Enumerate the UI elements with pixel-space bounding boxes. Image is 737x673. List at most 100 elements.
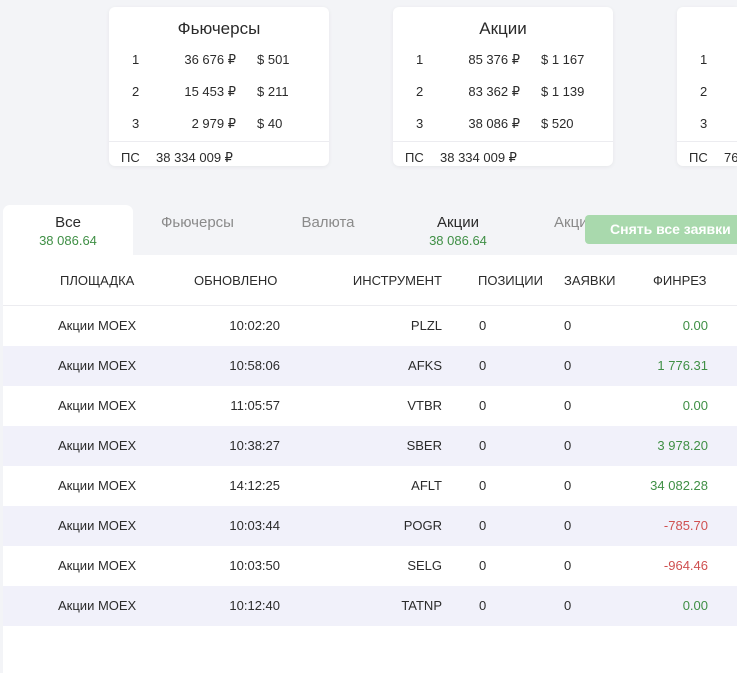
tab-sum: 38 086.64 bbox=[429, 233, 487, 248]
cell-pnl: 34 082.28 bbox=[650, 478, 708, 493]
tab-all[interactable]: Все 38 086.64 bbox=[3, 205, 133, 255]
card-usd-value: $ 501 bbox=[257, 52, 290, 67]
card-row: 2 bbox=[677, 76, 737, 108]
cell-positions: 0 bbox=[479, 318, 487, 333]
card-rub-value: 15 453 ₽ bbox=[184, 84, 236, 99]
cell-venue: Акции MOEX bbox=[58, 398, 137, 413]
cell-positions: 0 bbox=[479, 358, 487, 373]
card-rank: 1 bbox=[132, 52, 140, 67]
card-row: 1 36 676 ₽ $ 501 bbox=[109, 44, 329, 76]
cell-orders: 0 bbox=[564, 358, 572, 373]
cell-orders: 0 bbox=[564, 558, 572, 573]
cell-pnl: -785.70 bbox=[663, 518, 708, 533]
table-row[interactable]: Акции MOEX 14:12:25 AFLT 0 0 34 082.28 bbox=[3, 466, 737, 506]
header-instrument[interactable]: ИНСТРУМЕНТ bbox=[352, 273, 442, 288]
cell-instrument: SELG bbox=[407, 558, 442, 573]
cell-instrument: VTBR bbox=[407, 398, 442, 413]
cell-pnl: 0.00 bbox=[682, 598, 708, 613]
card-rank: 2 bbox=[132, 84, 140, 99]
cell-pnl: 0.00 bbox=[682, 398, 708, 413]
cell-instrument: TATNP bbox=[401, 598, 442, 613]
card-footer: ПС 76 bbox=[677, 141, 737, 166]
header-pnl[interactable]: ФИНРЕЗ bbox=[653, 273, 707, 288]
card-title: Фьючерсы bbox=[177, 19, 261, 38]
card-rank: 1 bbox=[700, 52, 708, 67]
tab-sum: 38 086.64 bbox=[39, 233, 97, 248]
cell-positions: 0 bbox=[479, 598, 487, 613]
tab-futures[interactable]: Фьючерсы bbox=[135, 205, 260, 255]
cell-venue: Акции MOEX bbox=[58, 558, 137, 573]
cell-pnl: 1 776.31 bbox=[657, 358, 708, 373]
table-header: ПЛОЩАДКА ОБНОВЛЕНО ИНСТРУМЕНТ ПОЗИЦИИ ЗА… bbox=[3, 255, 737, 306]
card-footer-label: ПС bbox=[121, 150, 140, 165]
cell-orders: 0 bbox=[564, 438, 572, 453]
card-rub-value: 85 376 ₽ bbox=[468, 52, 520, 67]
card-row: 3 38 086 ₽ $ 520 bbox=[393, 108, 613, 140]
header-positions[interactable]: ПОЗИЦИИ bbox=[478, 273, 543, 288]
card-footer-value: 38 334 009 ₽ bbox=[440, 150, 517, 165]
card-rank: 2 bbox=[416, 84, 424, 99]
table-row[interactable]: Акции MOEX 10:02:20 PLZL 0 0 0.00 bbox=[3, 306, 737, 346]
cell-updated: 10:58:06 bbox=[229, 358, 280, 373]
cell-updated: 10:02:20 bbox=[229, 318, 280, 333]
card-rub-value: 38 086 ₽ bbox=[468, 116, 520, 131]
cell-positions: 0 bbox=[479, 438, 487, 453]
card-row: 1 bbox=[677, 44, 737, 76]
card-usd-value: $ 1 139 bbox=[541, 84, 585, 99]
card-usd-value: $ 211 bbox=[257, 84, 289, 99]
cell-instrument: POGR bbox=[403, 518, 442, 533]
cell-positions: 0 bbox=[479, 478, 487, 493]
cell-updated: 10:38:27 bbox=[229, 438, 280, 453]
cell-pnl: 3 978.20 bbox=[657, 438, 708, 453]
card-rank: 3 bbox=[700, 116, 708, 131]
header-orders[interactable]: ЗАЯВКИ bbox=[564, 273, 616, 288]
cancel-all-orders-button[interactable]: Снять все заявки bbox=[585, 215, 737, 244]
cell-instrument: AFLT bbox=[411, 478, 442, 493]
tab-currency[interactable]: Валюта bbox=[268, 205, 388, 255]
table-row[interactable]: Акции MOEX 10:03:50 SELG 0 0 -964.46 bbox=[3, 546, 737, 586]
card-row: 3 bbox=[677, 108, 737, 140]
cell-updated: 11:05:57 bbox=[230, 398, 280, 413]
cell-positions: 0 bbox=[479, 398, 487, 413]
cell-orders: 0 bbox=[564, 518, 572, 533]
cell-venue: Акции MOEX bbox=[58, 438, 137, 453]
card-usd-value: $ 1 167 bbox=[541, 52, 585, 67]
card-title: Акции bbox=[479, 19, 527, 38]
card-row: 2 15 453 ₽ $ 211 bbox=[109, 76, 329, 108]
card-usd-value: $ 520 bbox=[541, 116, 574, 131]
cell-updated: 10:03:44 bbox=[229, 518, 280, 533]
card-rub-value: 2 979 ₽ bbox=[191, 116, 236, 131]
card-rub-value: 36 676 ₽ bbox=[184, 52, 236, 67]
table-row[interactable]: Акции MOEX 10:03:44 POGR 0 0 -785.70 bbox=[3, 506, 737, 546]
tab-label: Фьючерсы bbox=[161, 214, 234, 231]
card-rank: 1 bbox=[416, 52, 424, 67]
cell-orders: 0 bbox=[564, 598, 572, 613]
cell-instrument: AFKS bbox=[408, 358, 442, 373]
tab-stocks[interactable]: Акции 38 086.64 bbox=[393, 205, 523, 255]
card-footer-label: ПС bbox=[689, 150, 708, 165]
card-footer: ПС 38 334 009 ₽ bbox=[109, 141, 329, 166]
cell-venue: Акции MOEX bbox=[58, 598, 137, 613]
cell-positions: 0 bbox=[479, 558, 487, 573]
tab-label: Акции bbox=[437, 214, 479, 231]
card-usd-value: $ 40 bbox=[257, 116, 283, 131]
cell-pnl: -964.46 bbox=[663, 558, 708, 573]
card-row: 1 85 376 ₽ $ 1 167 bbox=[393, 44, 613, 76]
table-row[interactable]: Акции MOEX 10:12:40 TATNP 0 0 0.00 bbox=[3, 586, 737, 626]
table-row[interactable]: Акции MOEX 10:38:27 SBER 0 0 3 978.20 bbox=[3, 426, 737, 466]
cell-positions: 0 bbox=[479, 518, 487, 533]
card-row: 3 2 979 ₽ $ 40 bbox=[109, 108, 329, 140]
table-row[interactable]: Акции MOEX 10:58:06 AFKS 0 0 1 776.31 bbox=[3, 346, 737, 386]
card-futures: Фьючерсы 1 36 676 ₽ $ 501 2 15 453 ₽ $ 2… bbox=[109, 7, 329, 166]
cell-updated: 10:03:50 bbox=[229, 558, 280, 573]
header-venue[interactable]: ПЛОЩАДКА bbox=[60, 273, 135, 288]
cell-pnl: 0.00 bbox=[682, 318, 708, 333]
cell-instrument: SBER bbox=[406, 438, 442, 453]
tab-label: Валюта bbox=[301, 214, 355, 231]
table-row[interactable]: Акции MOEX 11:05:57 VTBR 0 0 0.00 bbox=[3, 386, 737, 426]
header-updated[interactable]: ОБНОВЛЕНО bbox=[194, 273, 278, 288]
cell-instrument: PLZL bbox=[410, 318, 442, 333]
cell-venue: Акции MOEX bbox=[58, 518, 137, 533]
cell-orders: 0 bbox=[564, 478, 572, 493]
positions-table: ПЛОЩАДКА ОБНОВЛЕНО ИНСТРУМЕНТ ПОЗИЦИИ ЗА… bbox=[3, 255, 737, 673]
